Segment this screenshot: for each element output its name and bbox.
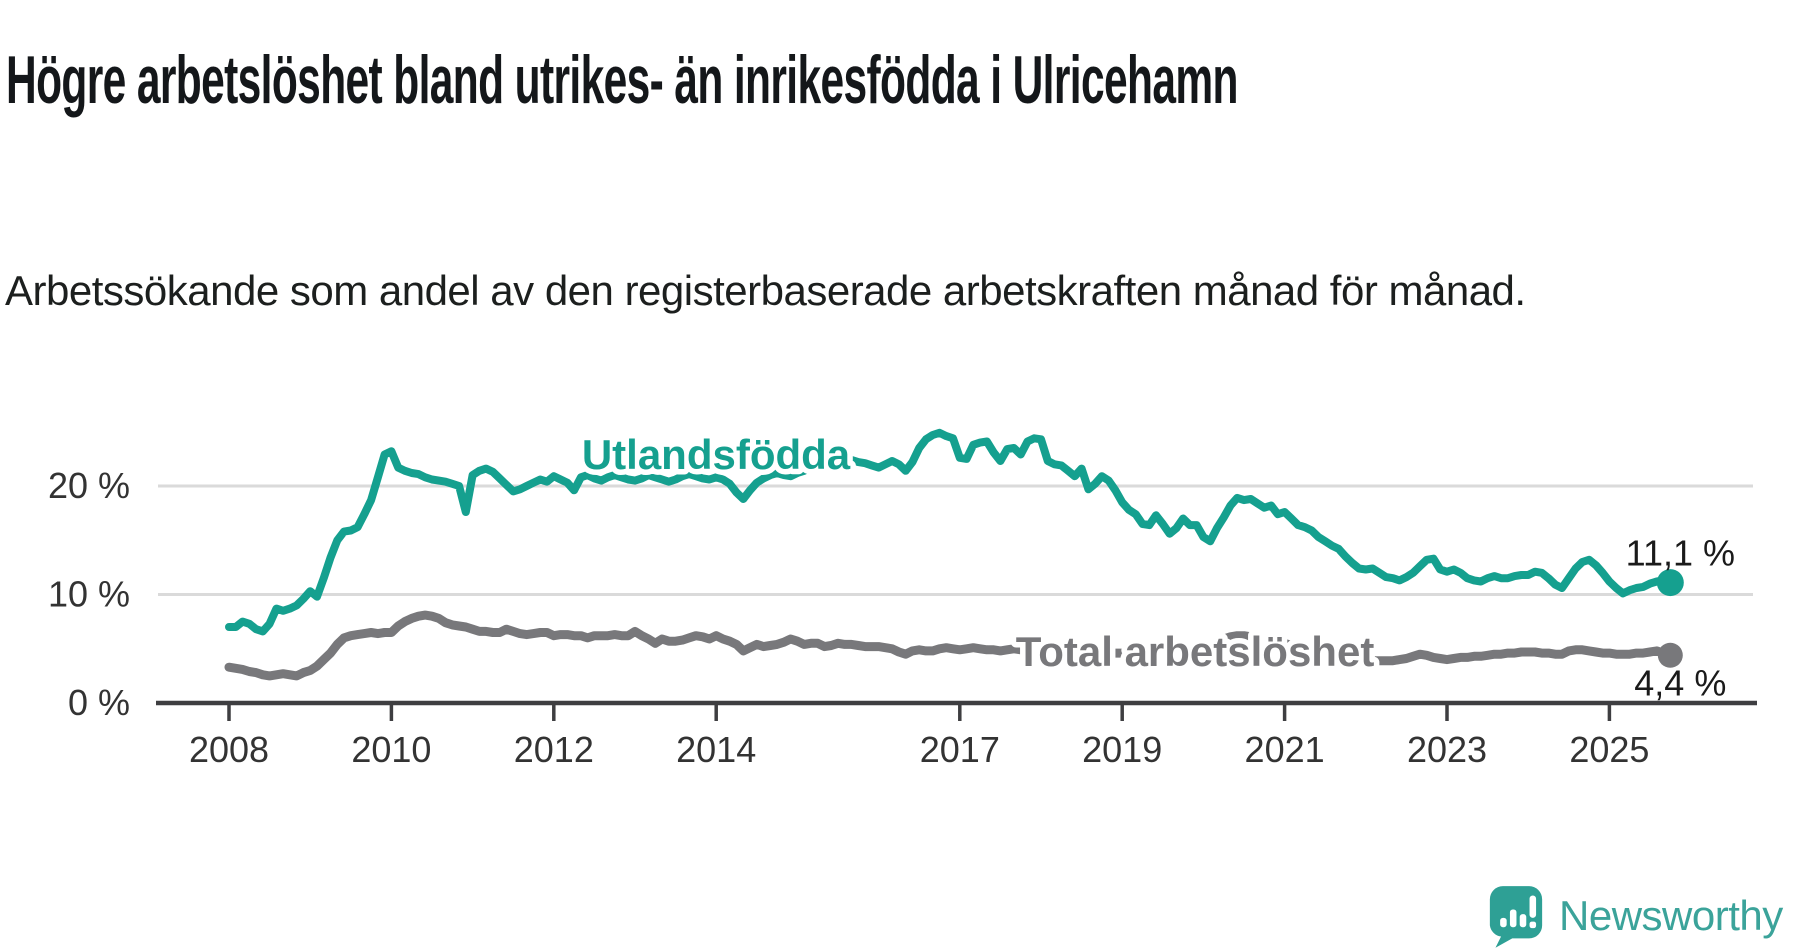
y-tick-label: 0 %	[68, 682, 130, 723]
series-end-dot-utlandsf-dda	[1656, 569, 1684, 597]
chart-subtitle: Arbetssökande som andel av den registerb…	[5, 267, 1526, 314]
page-title: Högre arbetslöshet bland utrikes- än inr…	[6, 41, 1238, 118]
series-end-dot-total-arbetsl-shet	[1657, 642, 1683, 668]
x-tick-label: 2023	[1407, 729, 1487, 770]
series-label-utlandsf-dda: Utlandsfödda	[582, 431, 851, 478]
x-tick-label: 2017	[920, 729, 1000, 770]
series-line-utlandsf-dda	[225, 428, 1675, 636]
x-tick-label: 2012	[514, 729, 594, 770]
x-tick-label: 2021	[1245, 729, 1325, 770]
series-end-value-utlandsf-dda: 11,1 %	[1626, 533, 1735, 574]
y-tick-label: 10 %	[48, 574, 130, 615]
series-end-value-total-arbetsl-shet: 4,4 %	[1634, 662, 1726, 703]
speech-bubble-bar-chart-icon	[1489, 886, 1543, 948]
y-tick-label: 20 %	[48, 465, 130, 506]
x-tick-label: 2010	[351, 729, 431, 770]
brand-name: Newsworthy	[1559, 892, 1783, 939]
series-label-total-arbetsl-shet: Total arbetslöshet	[1016, 628, 1375, 675]
x-tick-label: 2008	[189, 729, 269, 770]
x-tick-label: 2014	[676, 729, 756, 770]
x-tick-label: 2019	[1082, 729, 1162, 770]
x-tick-label: 2025	[1569, 729, 1649, 770]
series-line-total-arbetsl-shet	[224, 610, 1675, 681]
newsworthy-logo: Newsworthy	[1488, 884, 1783, 948]
